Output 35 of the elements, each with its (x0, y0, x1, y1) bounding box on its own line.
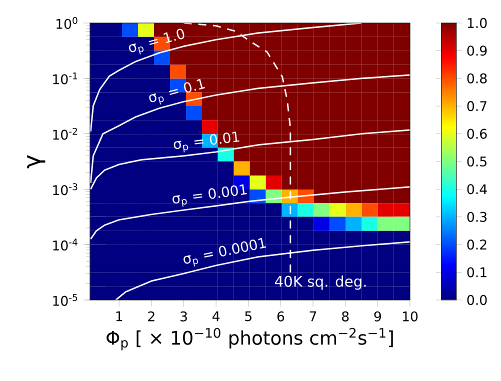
text: σ$_{p}$ = 1.0 (128, 28, 184, 55)
color-bar-label: 0.6 (467, 128, 487, 139)
x-tick-label: 3 (180, 311, 187, 322)
y-tick-label: 10$^{-4}$ (53, 238, 78, 251)
color-bar-label: 0.0 (467, 294, 487, 306)
x-tick-label: 7 (310, 311, 316, 322)
color-bar-label: 0.7 (467, 101, 486, 112)
color-bar-label: 0.9 (467, 46, 487, 56)
color-bar-label: 0.3 (467, 212, 487, 222)
color-bar-label: 0.8 (467, 73, 487, 84)
color-bar-label: 0.5 (467, 156, 486, 167)
text: σ$_{p}$ = 0.01 (174, 132, 240, 152)
x-tick-label: 1 (116, 311, 122, 322)
x-tick-label: 4 (212, 311, 220, 322)
color-bar-label: 0.4 (467, 184, 487, 194)
text: σ$_{p}$ = 0.001 (172, 184, 247, 207)
x-tick-label: 10 (402, 311, 418, 322)
y-tick-label: 10$^{-3}$ (53, 183, 78, 196)
y-tick-label: 10$^{-5}$ (53, 294, 78, 306)
color-bar-label: 1.0 (468, 18, 487, 28)
x-tick-label: 2 (148, 311, 154, 322)
x-tick-label: 9 (374, 311, 381, 322)
x-tick-label: 6 (277, 311, 284, 322)
y-tick-label: 10$^{-1}$ (53, 72, 78, 84)
y-tick-label: 10$^{0}$ (56, 17, 78, 29)
text: σ$_{p}$ = 0.1 (149, 78, 206, 104)
text: Φ$_{p}$ [ × 10$^{−10}$ photons cm$^{−2}$s$^{−1}$] (106, 328, 393, 350)
color-bar-label: 0.1 (467, 267, 486, 278)
x-tick-label: 5 (245, 311, 252, 322)
x-tick-label: 8 (342, 311, 349, 322)
y-tick-label: 10$^{-2}$ (53, 128, 78, 140)
color-bar-label: 0.2 (467, 240, 486, 250)
series-label: 40K sq. deg. (274, 276, 366, 290)
y-axis-title: γ (27, 155, 46, 168)
text: σ$_{p}$ = 0.0001 (184, 238, 266, 266)
